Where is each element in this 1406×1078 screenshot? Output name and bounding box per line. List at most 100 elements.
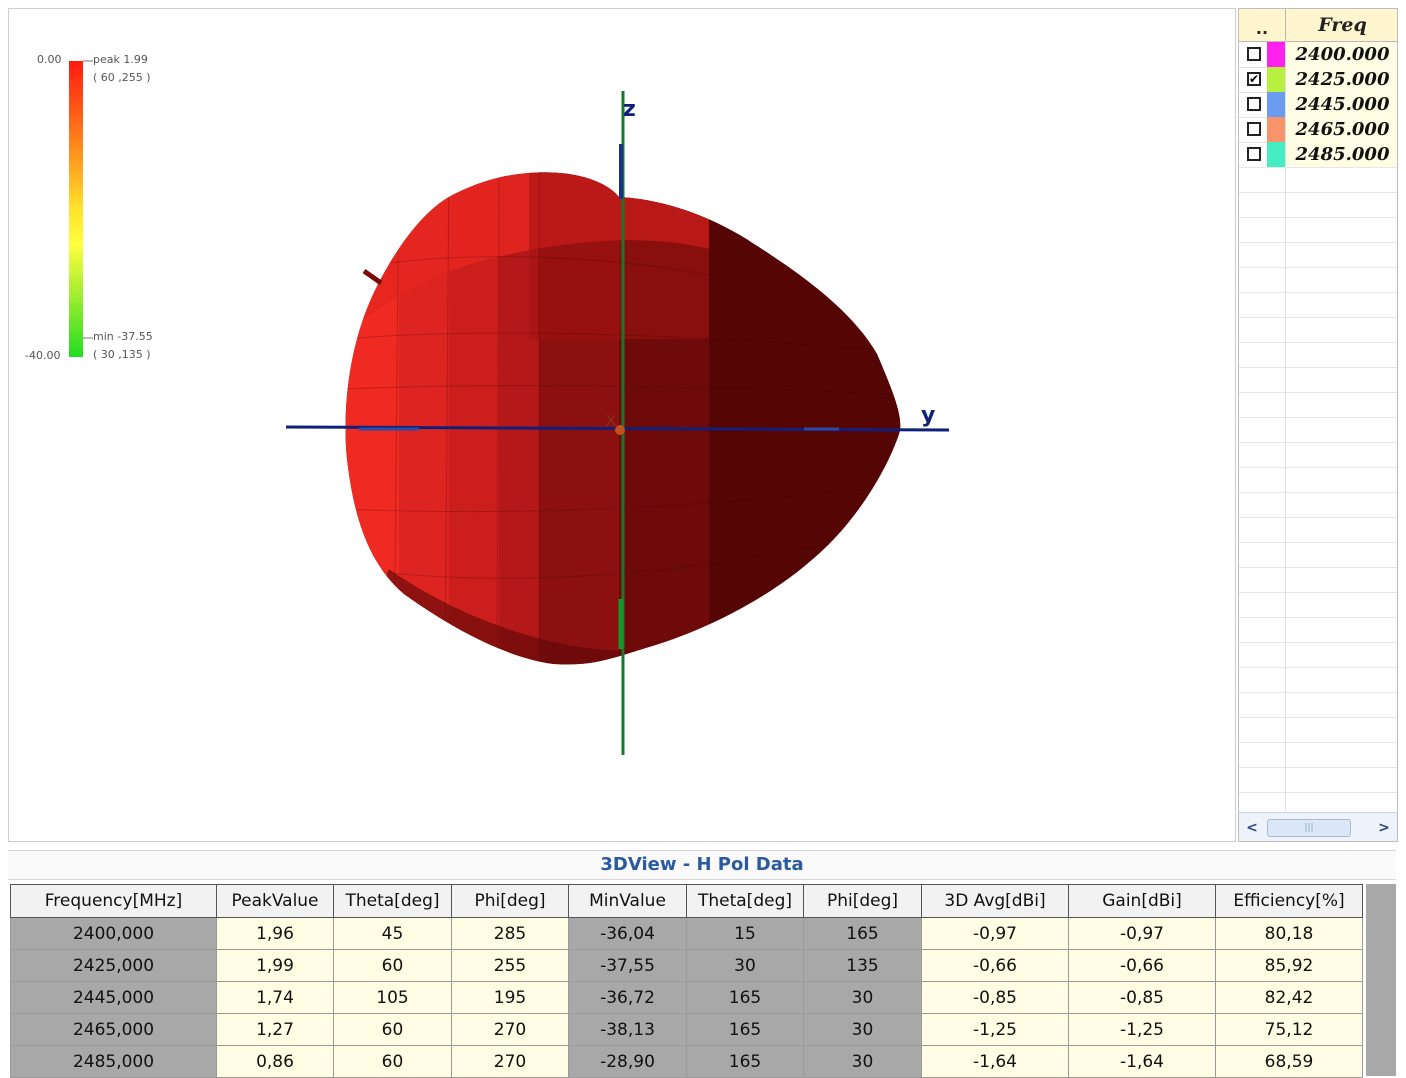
- table-cell: 60: [333, 1013, 452, 1046]
- table-cell: 2425,000: [10, 949, 217, 982]
- freq-list-item[interactable]: 2400.000: [1239, 42, 1397, 68]
- table-cell: 165: [686, 1013, 804, 1046]
- table-cell: 1,96: [216, 917, 334, 950]
- freq-checkbox[interactable]: [1247, 47, 1261, 61]
- freq-list-item[interactable]: 2465.000: [1239, 117, 1397, 143]
- table-cell: -0,66: [921, 949, 1069, 982]
- table-cell: 2400,000: [10, 917, 217, 950]
- table-cell: -1,64: [1068, 1045, 1216, 1078]
- table-cell: 165: [686, 981, 804, 1014]
- table-cell: -0,97: [1068, 917, 1216, 950]
- freq-list-item[interactable]: 2445.000: [1239, 92, 1397, 118]
- freq-checkbox[interactable]: [1247, 97, 1261, 111]
- table-cell: -0,85: [921, 981, 1069, 1014]
- table-cell: 60: [333, 1045, 452, 1078]
- table-cell: -1,25: [1068, 1013, 1216, 1046]
- column-header[interactable]: Theta[deg]: [686, 884, 804, 918]
- pattern-data-table: Frequency[MHz] PeakValue Theta[deg] Phi[deg…: [10, 884, 1363, 1078]
- freq-checkbox[interactable]: [1247, 147, 1261, 161]
- frequency-list-panel[interactable]: .. Freq [MHz] 2400.000✔2425.0002445.0002…: [1238, 8, 1398, 842]
- scale-max-label: 0.00: [37, 53, 62, 66]
- freq-value: 2485.000: [1286, 142, 1397, 167]
- table-row[interactable]: 2425,000 1,99 60 255 -37,55 30 135 -0,66 -0,66 85…: [10, 949, 1363, 982]
- column-header[interactable]: Gain[dBi]: [1068, 884, 1216, 918]
- table-cell: -36,04: [568, 917, 687, 950]
- freq-color-swatch: [1267, 92, 1285, 117]
- axis-z-label: z: [623, 97, 636, 122]
- table-cell: 1,99: [216, 949, 334, 982]
- table-cell: 195: [451, 981, 569, 1014]
- table-cell: 285: [451, 917, 569, 950]
- freq-checkbox[interactable]: [1247, 122, 1261, 136]
- column-header[interactable]: MinValue: [568, 884, 687, 918]
- table-cell: -38,13: [568, 1013, 687, 1046]
- table-row[interactable]: 2465,000 1,27 60 270 -38,13 165 30 -1,25 -1,25 75…: [10, 1013, 1363, 1046]
- table-cell: 82,42: [1215, 981, 1363, 1014]
- scale-min-label: -40.00: [25, 349, 61, 362]
- axis-y-label: y: [921, 403, 936, 428]
- table-cell: 30: [803, 981, 922, 1014]
- table-cell: 45: [333, 917, 452, 950]
- freq-value: 2465.000: [1286, 117, 1397, 142]
- table-row[interactable]: 2445,000 1,74 105 195 -36,72 165 30 -0,85 -0,85 8…: [10, 981, 1363, 1014]
- min-coord: ( 30 ,135 ): [93, 348, 151, 361]
- column-header[interactable]: Phi[deg]: [451, 884, 569, 918]
- table-cell: -1,25: [921, 1013, 1069, 1046]
- table-scroll-gutter: [1366, 884, 1396, 1076]
- table-cell: 1,74: [216, 981, 334, 1014]
- scroll-right-button[interactable]: >: [1378, 820, 1390, 836]
- color-scale-bar: [69, 61, 83, 357]
- table-cell: 270: [451, 1045, 569, 1078]
- column-header[interactable]: Phi[deg]: [803, 884, 922, 918]
- table-cell: 1,27: [216, 1013, 334, 1046]
- table-title: 3DView - H Pol Data: [8, 850, 1396, 880]
- table-cell: 0,86: [216, 1045, 334, 1078]
- table-cell: 2485,000: [10, 1045, 217, 1078]
- table-cell: 105: [333, 981, 452, 1014]
- freq-column-header[interactable]: Freq [MHz]: [1309, 14, 1377, 68]
- peak-label: peak 1.99: [93, 53, 148, 66]
- freq-value: 2400.000: [1286, 42, 1397, 67]
- scroll-thumb[interactable]: |||: [1267, 819, 1351, 837]
- min-value-label: min -37.55: [93, 330, 153, 343]
- table-cell: 75,12: [1215, 1013, 1363, 1046]
- column-header[interactable]: Theta[deg]: [333, 884, 452, 918]
- 3d-pattern-view[interactable]: 0.00 -40.00 peak 1.99 ( 60 ,255 ) min -3…: [8, 8, 1236, 842]
- table-cell: -1,64: [921, 1045, 1069, 1078]
- column-header[interactable]: 3D Avg[dBi]: [921, 884, 1069, 918]
- axis-x-label: x: [605, 407, 617, 431]
- freq-list-item[interactable]: ✔ 2425.000: [1239, 67, 1397, 93]
- table-cell: 30: [803, 1045, 922, 1078]
- column-options[interactable]: ..: [1239, 9, 1286, 41]
- freq-color-swatch: [1267, 117, 1285, 142]
- horizontal-scrollbar[interactable]: < ||| >: [1239, 812, 1397, 841]
- table-cell: 2465,000: [10, 1013, 217, 1046]
- table-cell: -0,85: [1068, 981, 1216, 1014]
- table-cell: -36,72: [568, 981, 687, 1014]
- freq-checkbox[interactable]: ✔: [1247, 72, 1261, 86]
- table-row[interactable]: 2400,000 1,96 45 285 -36,04 15 165 -0,97 -0,97 80…: [10, 917, 1363, 950]
- freq-color-swatch: [1267, 67, 1285, 92]
- column-header[interactable]: PeakValue: [216, 884, 334, 918]
- axes: [285, 91, 950, 755]
- column-header[interactable]: Frequency[MHz]: [10, 884, 217, 918]
- freq-list-item[interactable]: 2485.000: [1239, 142, 1397, 168]
- table-cell: 135: [803, 949, 922, 982]
- table-row[interactable]: 2485,000 0,86 60 270 -28,90 165 30 -1,64 -1,64 68…: [10, 1045, 1363, 1078]
- table-cell: 165: [686, 1045, 804, 1078]
- table-cell: 80,18: [1215, 917, 1363, 950]
- table-cell: 2445,000: [10, 981, 217, 1014]
- column-header[interactable]: Efficiency[%]: [1215, 884, 1363, 918]
- table-cell: 165: [803, 917, 922, 950]
- freq-color-swatch: [1267, 42, 1285, 67]
- scroll-left-button[interactable]: <: [1246, 820, 1258, 836]
- table-cell: 255: [451, 949, 569, 982]
- table-cell: -37,55: [568, 949, 687, 982]
- table-cell: 15: [686, 917, 804, 950]
- table-cell: 30: [686, 949, 804, 982]
- table-cell: -28,90: [568, 1045, 687, 1078]
- table-cell: 85,92: [1215, 949, 1363, 982]
- table-cell: -0,97: [921, 917, 1069, 950]
- freq-color-swatch: [1267, 142, 1285, 167]
- table-cell: 270: [451, 1013, 569, 1046]
